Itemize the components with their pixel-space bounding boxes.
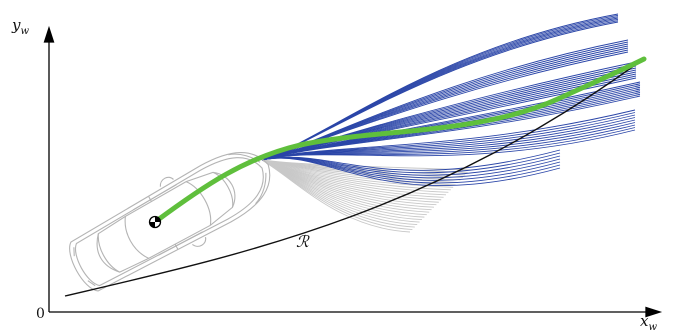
axes [43,25,663,318]
reference-path-label: ℛ [296,232,309,251]
car-top-view-outline-icon [69,152,271,292]
x-axis-label: xw [640,312,658,333]
feasible-trajectory [261,129,636,161]
x-axis-arrowhead [645,306,663,318]
center-of-gravity-marker-icon [148,215,162,229]
feasible-trajectory [261,95,641,161]
y-axis-label: yw [12,16,30,37]
feasible-trajectory [261,51,629,161]
selected-trajectory [152,56,647,225]
reference-path [64,59,643,297]
feasible-trajectory [261,17,619,161]
discarded-trajectory [261,159,411,233]
feasible-trajectory [261,16,619,161]
feasible-trajectory [261,157,561,187]
y-axis-arrowhead [43,25,55,43]
origin-label: 0 [36,306,45,322]
feasible-trajectory [261,13,619,161]
discarded-trajectory-bundle [261,159,471,233]
